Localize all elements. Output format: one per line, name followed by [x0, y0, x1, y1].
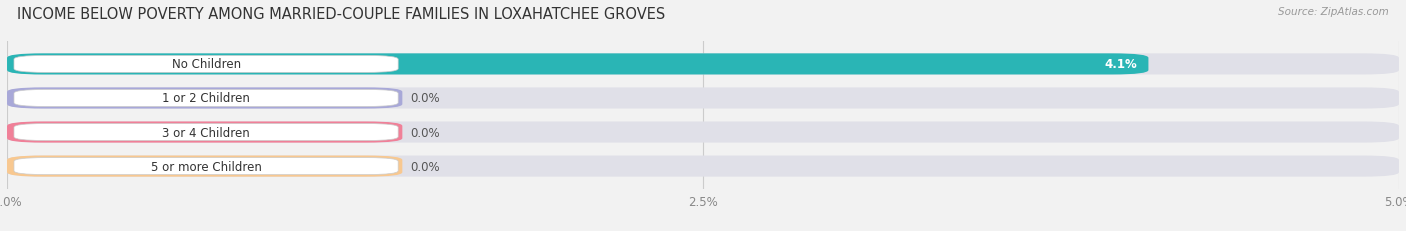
Text: 4.1%: 4.1% [1105, 58, 1137, 71]
FancyBboxPatch shape [7, 156, 402, 177]
Text: 1 or 2 Children: 1 or 2 Children [162, 92, 250, 105]
FancyBboxPatch shape [14, 90, 398, 107]
FancyBboxPatch shape [7, 54, 1399, 75]
FancyBboxPatch shape [14, 124, 398, 141]
Text: Source: ZipAtlas.com: Source: ZipAtlas.com [1278, 7, 1389, 17]
FancyBboxPatch shape [7, 88, 402, 109]
Text: 0.0%: 0.0% [411, 160, 440, 173]
Text: No Children: No Children [172, 58, 240, 71]
Text: 3 or 4 Children: 3 or 4 Children [162, 126, 250, 139]
Text: 0.0%: 0.0% [411, 126, 440, 139]
FancyBboxPatch shape [7, 88, 1399, 109]
FancyBboxPatch shape [7, 156, 1399, 177]
FancyBboxPatch shape [7, 122, 1399, 143]
FancyBboxPatch shape [7, 54, 1149, 75]
FancyBboxPatch shape [14, 158, 398, 175]
Text: INCOME BELOW POVERTY AMONG MARRIED-COUPLE FAMILIES IN LOXAHATCHEE GROVES: INCOME BELOW POVERTY AMONG MARRIED-COUPL… [17, 7, 665, 22]
FancyBboxPatch shape [7, 122, 402, 143]
Text: 5 or more Children: 5 or more Children [150, 160, 262, 173]
Text: 0.0%: 0.0% [411, 92, 440, 105]
FancyBboxPatch shape [14, 56, 398, 73]
